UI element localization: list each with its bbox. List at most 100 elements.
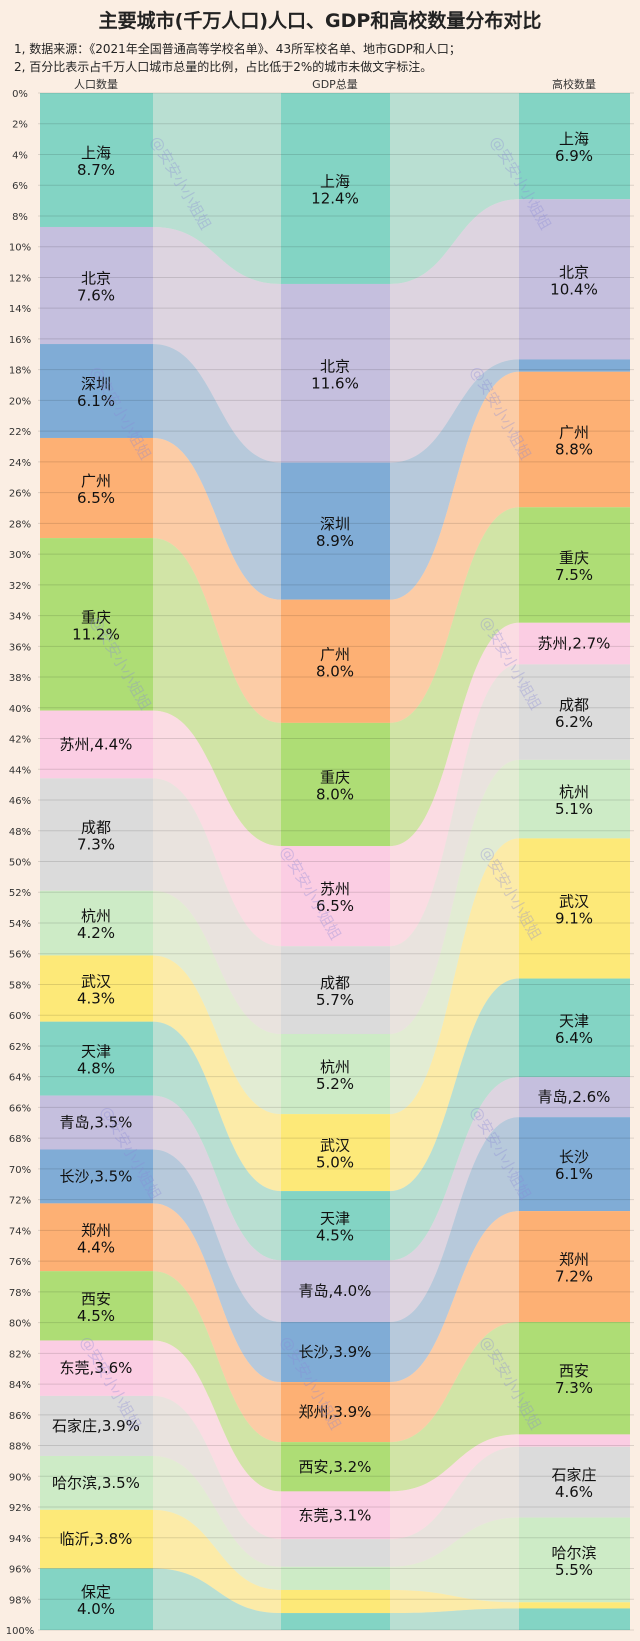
city-label: 青岛,2.6% — [538, 1088, 611, 1106]
city-label: 石家庄,3.9% — [52, 1417, 140, 1435]
flow-gdp-university — [390, 1434, 519, 1540]
city-label: 成都 5.7% — [316, 974, 354, 1009]
city-value: 4.5% — [77, 1307, 115, 1325]
y-tick-label: 76% — [9, 1257, 31, 1268]
city-name: 重庆 — [81, 608, 111, 626]
node-gdp — [281, 599, 390, 723]
node-gdp — [281, 283, 390, 463]
flow-population-gdp — [153, 1340, 281, 1540]
node-gdp — [281, 1321, 390, 1383]
note-source: 1, 数据来源：《2021年全国普通高等学校名单》、43所军校名单、地市GDP和… — [14, 42, 461, 56]
y-tick-label: 62% — [9, 1042, 31, 1053]
y-tick-label: 44% — [9, 765, 31, 776]
city-label: 郑州 7.2% — [555, 1251, 593, 1286]
node-university — [519, 664, 630, 760]
city-value: 7.2% — [555, 1268, 593, 1286]
node-gdp — [281, 1033, 390, 1115]
flow-population-gdp — [153, 1095, 281, 1322]
city-value: 12.4% — [311, 189, 359, 207]
city-label: 广州 8.8% — [555, 424, 593, 459]
flow-population-gdp — [153, 226, 281, 463]
y-tick-label: 12% — [9, 273, 31, 284]
y-tick-label: 52% — [9, 888, 31, 899]
y-tick-label: 84% — [9, 1380, 31, 1391]
flow-gdp-university — [390, 371, 519, 723]
node-population — [40, 1271, 153, 1341]
city-name: 苏州 — [320, 880, 350, 898]
city-name: 成都 — [559, 696, 589, 714]
flow-gdp-university — [390, 1517, 519, 1603]
city-value: 7.3% — [555, 1379, 593, 1397]
city-name: 保定 — [81, 1583, 111, 1601]
city-value: 9.1% — [555, 909, 593, 927]
city-label: 北京 11.6% — [311, 357, 359, 392]
node-gdp — [281, 1566, 390, 1590]
city-value: 5.5% — [555, 1561, 593, 1579]
node-population — [40, 1021, 153, 1096]
city-value: 7.6% — [77, 287, 115, 305]
column-header: GDP总量 — [312, 77, 358, 91]
node-population — [40, 1340, 153, 1396]
node-population — [40, 1149, 153, 1204]
y-tick-label: 98% — [9, 1595, 31, 1606]
city-name: 杭州 — [559, 783, 589, 801]
node-population — [40, 1395, 153, 1456]
city-label: 广州 6.5% — [77, 472, 115, 507]
city-name: 天津 — [320, 1210, 350, 1228]
city-label: 苏州 6.5% — [316, 880, 354, 915]
y-tick-label: 56% — [9, 950, 31, 961]
city-value: 6.5% — [77, 489, 115, 507]
flow-gdp-university — [390, 664, 519, 1034]
node-gdp — [281, 1260, 390, 1322]
node-gdp — [281, 1114, 390, 1192]
y-tick-label: 16% — [9, 335, 31, 346]
flow-population-gdp — [153, 1509, 281, 1614]
node-labels: 上海 8.7%北京 7.6%深圳 6.1%广州 6.5%重庆 11.2%苏州,4.4%成都… — [52, 130, 610, 1618]
node-university — [519, 199, 630, 360]
city-label: 苏州,4.4% — [60, 735, 133, 753]
city-name: 上海 — [81, 144, 111, 162]
y-tick-label: 32% — [9, 581, 31, 592]
city-name: 深圳 — [81, 375, 111, 393]
city-value: 8.0% — [316, 785, 354, 803]
city-value: 6.1% — [77, 392, 115, 410]
city-name: 长沙 — [559, 1148, 589, 1166]
y-tick-label: 46% — [9, 796, 31, 807]
flow-population-gdp — [153, 1271, 281, 1492]
column-headers: 人口数量 GDP总量 高校数量 — [74, 77, 596, 91]
city-value: 5.0% — [316, 1154, 354, 1172]
y-tick-label: 68% — [9, 1134, 31, 1145]
node-university — [519, 359, 630, 372]
y-tick-label: 22% — [9, 427, 31, 438]
node-gdp — [281, 846, 390, 947]
y-tick-label: 64% — [9, 1073, 31, 1084]
city-value: 5.7% — [316, 991, 354, 1009]
flow-population-gdp — [153, 93, 281, 284]
node-population — [40, 1095, 153, 1150]
city-name: 武汉 — [81, 973, 111, 991]
y-tick-label: 40% — [9, 704, 31, 715]
city-label: 长沙,3.9% — [299, 1343, 372, 1361]
flow-gdp-university — [390, 1589, 519, 1614]
city-label: 天津 6.4% — [555, 1012, 593, 1047]
city-name: 广州 — [320, 645, 350, 663]
y-tick-label: 78% — [9, 1288, 31, 1299]
city-label: 石家庄 4.6% — [551, 1466, 596, 1501]
city-label: 东莞,3.6% — [60, 1359, 133, 1377]
city-name: 上海 — [559, 130, 589, 148]
city-label: 北京 7.6% — [77, 270, 115, 305]
city-value: 10.4% — [550, 280, 598, 298]
y-tick-label: 4% — [12, 150, 28, 161]
city-label: 临沂,3.8% — [60, 1530, 133, 1548]
city-value: 4.0% — [77, 1600, 115, 1618]
city-label: 长沙,3.5% — [60, 1167, 133, 1185]
city-name: 广州 — [559, 424, 589, 442]
nodes — [40, 93, 630, 1630]
column-header: 人口数量 — [74, 78, 118, 91]
city-name: 天津 — [81, 1043, 111, 1061]
city-name: 杭州 — [81, 907, 111, 925]
node-university — [519, 978, 630, 1078]
city-label: 成都 7.3% — [77, 819, 115, 854]
flow-gdp-university — [390, 1211, 519, 1443]
city-value: 11.2% — [72, 625, 120, 643]
